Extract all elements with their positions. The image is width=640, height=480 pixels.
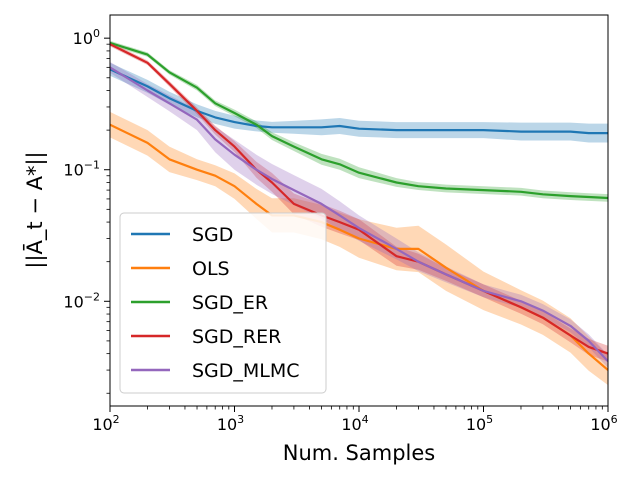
y-tick-labels: 100 10−1 10−2 bbox=[63, 27, 100, 311]
series-line-sgd-rer bbox=[110, 43, 608, 355]
legend-box bbox=[119, 212, 327, 394]
band-sgd-er bbox=[110, 40, 608, 202]
x-tick-label: 106 bbox=[590, 413, 617, 434]
legend-label: SGD_MLMC bbox=[192, 360, 300, 382]
x-tick-label: 105 bbox=[466, 413, 493, 434]
band-ols bbox=[110, 111, 608, 386]
y-axis-label: ||Ā_t − A*|| bbox=[23, 151, 48, 268]
x-tick-label: 103 bbox=[217, 413, 244, 434]
series-lines bbox=[110, 41, 608, 371]
legend-label: OLS bbox=[192, 258, 230, 280]
legend: SGD OLS SGD_ER SGD_RER SGD_MLMC bbox=[119, 212, 327, 394]
legend-label: SGD bbox=[192, 224, 233, 246]
x-tick-label: 102 bbox=[92, 413, 119, 434]
y-tick-label: 10−2 bbox=[63, 290, 100, 311]
x-axis-label: Num. Samples bbox=[283, 441, 436, 465]
plot-frame bbox=[109, 14, 609, 407]
legend-label: SGD_RER bbox=[192, 326, 281, 348]
axis-ticks bbox=[104, 37, 609, 412]
y-tick-label: 100 bbox=[73, 27, 100, 48]
x-tick-labels: 102 103 104 105 106 bbox=[92, 413, 617, 434]
y-tick-label: 10−1 bbox=[63, 159, 100, 180]
series-line-sgd-er bbox=[110, 41, 608, 200]
legend-label: SGD_ER bbox=[192, 292, 268, 314]
x-tick-label: 104 bbox=[341, 413, 368, 434]
series-line-sgd bbox=[110, 68, 608, 135]
series-line-sgd-mlmc bbox=[110, 66, 608, 363]
